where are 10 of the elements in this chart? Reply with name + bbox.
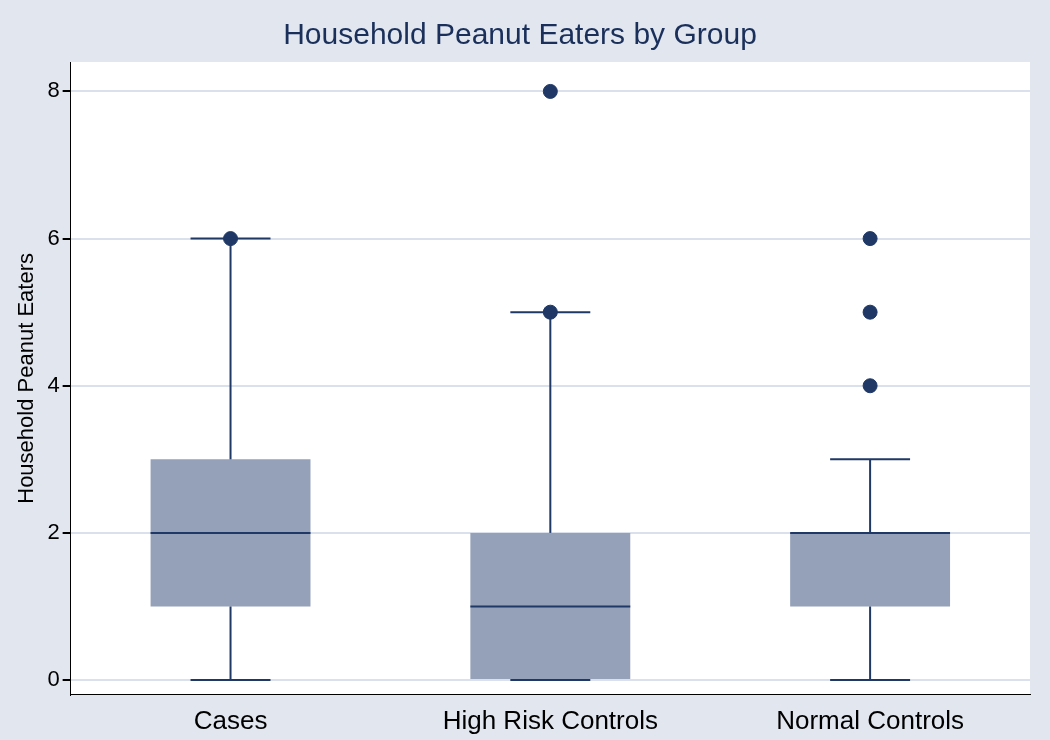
chart-title: Household Peanut Eaters by Group [283,17,757,51]
x-tick-label: Normal Controls [776,704,965,735]
y-axis-title: Household Peanut Eaters [13,253,39,504]
y-tick-label: 6 [47,224,60,250]
x-tick-label: Cases [193,704,268,735]
y-tick-label: 8 [47,77,60,103]
x-tick-label: High Risk Controls [442,704,658,735]
y-tick-label: 0 [47,666,60,692]
y-tick-label: 4 [47,371,60,397]
y-tick-label: 2 [47,518,60,544]
